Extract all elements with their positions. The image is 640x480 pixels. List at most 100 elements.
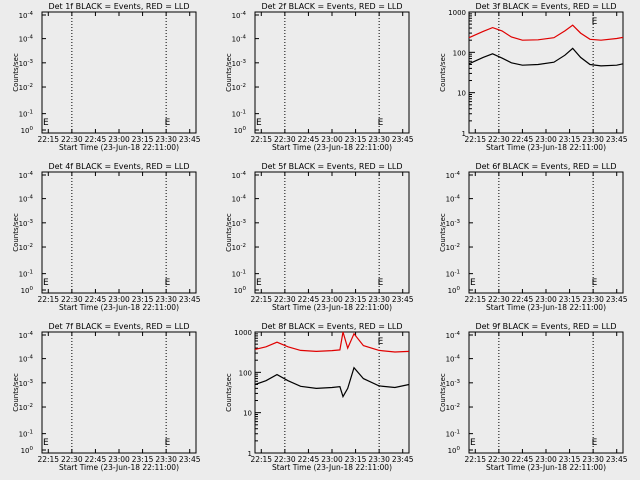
x-tick-label: 23:00 [535,295,557,304]
x-tick-label: 22:30 [274,295,296,304]
y-tick-label: 100 [234,286,247,295]
y-axis-label: Counts/sec [225,373,233,412]
y-tick-label: 10-4 [446,195,461,204]
x-tick-label: 22:15 [250,135,272,144]
y-tick-label: 10-4 [232,171,247,180]
event-marker-e: E [43,118,49,128]
y-tick-label: 10-4 [446,355,461,364]
y-tick-label: 10-3 [446,379,461,388]
x-tick-label: 23:00 [321,455,343,464]
x-tick-label: 22:30 [488,295,510,304]
x-tick-label: 22:45 [85,295,107,304]
y-axis-label: Counts/sec [12,373,20,412]
x-tick-label: 22:15 [464,455,486,464]
x-tick-label: 23:00 [535,455,557,464]
x-axis-label: Start Time (23-Jun-18 22:11:00) [59,303,179,312]
y-axis-label: Counts/sec [439,53,447,92]
y-axis-label: Counts/sec [225,53,233,92]
y-tick-label: 10-1 [19,110,33,119]
y-tick-label: 1 [462,130,466,138]
y-axis-label: Counts/sec [439,373,447,412]
panel-title: Det 6f BLACK = Events, RED = LLD [475,162,616,171]
y-tick-label: 100 [21,446,34,455]
y-axis-label: Counts/sec [439,213,447,252]
x-tick-label: 23:15 [559,455,581,464]
x-tick-label: 23:45 [179,295,201,304]
y-tick-label: 10-4 [19,35,34,44]
panel-title: Det 8f BLACK = Events, RED = LLD [261,322,402,331]
x-tick-label: 22:15 [37,455,59,464]
panel-title: Det 1f BLACK = Events, RED = LLD [48,2,189,11]
event-marker-e: E [43,438,49,448]
event-marker-e: E [165,278,171,288]
event-marker-e: E [378,118,384,128]
y-tick-label: 10-4 [232,11,247,20]
y-tick-label: 10-3 [19,219,34,228]
y-tick-label: 100 [234,126,247,135]
x-tick-label: 23:45 [606,135,628,144]
y-tick-label: 10-1 [232,270,246,279]
x-tick-label: 23:15 [345,135,367,144]
x-tick-label: 22:30 [274,455,296,464]
x-tick-label: 23:00 [535,135,557,144]
y-tick-label: 10-4 [19,171,34,180]
y-tick-label: 10-4 [19,331,34,340]
event-marker-e: E [378,337,384,347]
x-tick-label: 23:30 [155,135,177,144]
x-tick-label: 23:45 [606,455,628,464]
y-tick-label: 10-2 [446,403,460,412]
x-tick-label: 23:45 [392,455,414,464]
y-tick-label: 100 [448,446,461,455]
y-tick-label: 10-4 [232,35,247,44]
y-tick-label: 10-2 [19,83,33,92]
x-tick-label: 22:45 [298,295,320,304]
y-tick-label: 1 [248,450,252,458]
x-tick-label: 22:45 [512,295,534,304]
y-tick-label: 10-1 [19,270,33,279]
y-tick-label: 10-4 [446,331,461,340]
x-axis-label: Start Time (23-Jun-18 22:11:00) [272,143,392,152]
x-tick-label: 23:15 [559,295,581,304]
x-tick-label: 23:45 [392,295,414,304]
x-tick-label: 23:00 [321,295,343,304]
x-tick-label: 23:30 [368,295,390,304]
x-tick-label: 23:45 [179,455,201,464]
x-tick-label: 22:30 [488,135,510,144]
event-marker-e: E [592,278,598,288]
y-tick-label: 100 [21,126,34,135]
event-marker-e: E [256,118,262,128]
x-tick-label: 22:30 [61,135,83,144]
y-tick-label: 10 [457,90,466,98]
x-tick-label: 23:15 [559,135,581,144]
panel-title: Det 2f BLACK = Events, RED = LLD [261,2,402,11]
x-tick-label: 22:15 [464,295,486,304]
y-tick-label: 100 [453,49,466,57]
event-marker-e: E [470,438,476,448]
x-tick-label: 23:15 [132,455,154,464]
y-tick-label: 10-4 [446,171,461,180]
x-tick-label: 23:30 [155,455,177,464]
y-tick-label: 10-2 [19,403,33,412]
x-tick-label: 23:45 [392,135,414,144]
event-marker-e: E [592,438,598,448]
x-tick-label: 22:15 [464,135,486,144]
x-tick-label: 23:30 [582,135,604,144]
x-tick-label: 23:15 [345,295,367,304]
y-tick-label: 10-2 [19,243,33,252]
panel-title: Det 9f BLACK = Events, RED = LLD [475,322,616,331]
x-tick-label: 23:30 [368,135,390,144]
event-marker-e: E [256,278,262,288]
event-marker-e: E [165,118,171,128]
x-tick-label: 22:15 [250,295,272,304]
y-tick-label: 1000 [234,329,252,337]
panel-title: Det 5f BLACK = Events, RED = LLD [261,162,402,171]
x-tick-label: 22:30 [61,455,83,464]
